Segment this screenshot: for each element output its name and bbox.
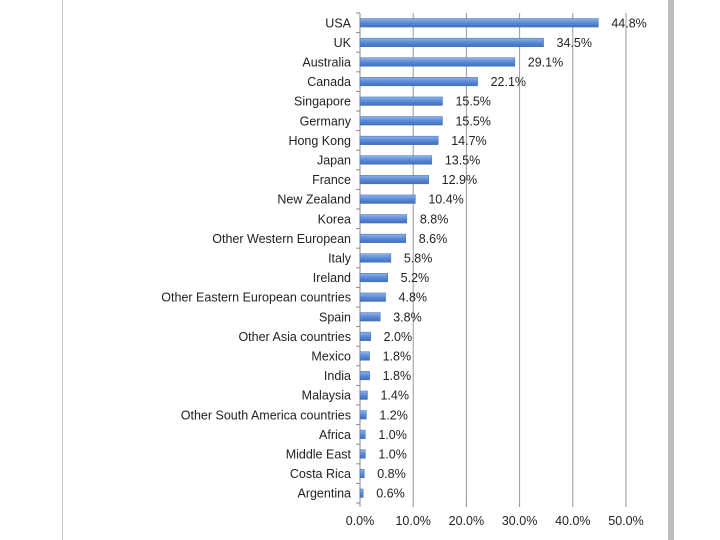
bar <box>359 292 386 302</box>
category-label: Italy <box>328 252 352 266</box>
value-label: 0.6% <box>376 487 405 501</box>
bars <box>359 18 599 498</box>
category-label: Korea <box>318 212 351 226</box>
bar <box>359 194 416 204</box>
value-label: 13.5% <box>445 154 480 168</box>
bar <box>359 429 366 439</box>
category-label: Ireland <box>313 271 351 285</box>
value-label: 12.9% <box>442 173 477 187</box>
bar <box>359 37 544 47</box>
category-label: Mexico <box>311 350 351 364</box>
category-label: Costa Rica <box>290 467 351 481</box>
bar <box>359 57 516 67</box>
bar <box>359 410 367 420</box>
value-label: 1.0% <box>378 428 407 442</box>
value-label: 1.8% <box>383 369 412 383</box>
category-label: Argentina <box>297 487 351 501</box>
labels: 0.0% 10.0% 20.0% 30.0% 40.0% 50.0% USA 44.8% UK 3… <box>161 16 646 528</box>
category-label: Other Western European <box>212 232 351 246</box>
category-label: Africa <box>319 428 351 442</box>
bar <box>359 96 443 106</box>
value-label: 4.8% <box>399 291 428 305</box>
bar <box>359 18 599 28</box>
category-label: Japan <box>317 154 351 168</box>
value-label: 15.5% <box>455 95 490 109</box>
bar <box>359 116 443 126</box>
category-label: Germany <box>300 114 352 128</box>
category-label: Other Eastern European countries <box>161 291 351 305</box>
value-label: 2.0% <box>384 330 413 344</box>
category-label: USA <box>325 16 351 30</box>
bar <box>359 135 439 145</box>
bar <box>359 390 368 400</box>
gridlines <box>356 12 627 507</box>
chart-frame: 0.0% 10.0% 20.0% 30.0% 40.0% 50.0% USA 44.8% UK 3… <box>62 0 674 540</box>
bar-chart: 0.0% 10.0% 20.0% 30.0% 40.0% 50.0% USA 44.8% UK 3… <box>161 12 647 528</box>
bar <box>359 331 371 341</box>
value-label: 22.1% <box>491 75 526 89</box>
value-label: 0.8% <box>377 467 406 481</box>
bar <box>359 488 364 498</box>
x-tick-label: 40.0% <box>555 514 590 528</box>
bar <box>359 233 407 243</box>
bar <box>359 449 366 459</box>
value-label: 10.4% <box>428 193 463 207</box>
bar <box>359 77 478 87</box>
value-label: 1.8% <box>383 350 412 364</box>
category-label: Canada <box>307 75 351 89</box>
bar <box>359 214 408 224</box>
bar <box>359 273 388 283</box>
bar <box>359 371 370 381</box>
category-label: Other South America countries <box>181 408 351 422</box>
value-label: 34.5% <box>557 36 592 50</box>
category-label: France <box>312 173 351 187</box>
category-label: Australia <box>302 56 351 70</box>
value-label: 5.2% <box>401 271 430 285</box>
category-label: Other Asia countries <box>238 330 351 344</box>
x-tick-label: 30.0% <box>502 514 537 528</box>
category-label: Singapore <box>294 95 351 109</box>
bar <box>359 253 392 263</box>
value-label: 14.7% <box>451 134 486 148</box>
category-label: India <box>324 369 351 383</box>
value-label: 8.6% <box>419 232 448 246</box>
category-label: Hong Kong <box>288 134 351 148</box>
x-tick-label: 20.0% <box>449 514 484 528</box>
x-tick-label: 10.0% <box>395 514 430 528</box>
value-label: 8.8% <box>420 212 449 226</box>
value-label: 15.5% <box>455 114 490 128</box>
category-label: New Zealand <box>277 193 351 207</box>
bar <box>359 155 433 165</box>
value-label: 3.8% <box>393 310 422 324</box>
value-label: 5.8% <box>404 252 433 266</box>
category-label: Malaysia <box>302 389 351 403</box>
value-label: 44.8% <box>611 16 646 30</box>
category-label: Middle East <box>286 448 352 462</box>
x-tick-label: 50.0% <box>608 514 643 528</box>
x-tick-label: 0.0% <box>346 514 375 528</box>
bar <box>359 312 381 322</box>
value-label: 29.1% <box>528 56 563 70</box>
category-label: UK <box>334 36 352 50</box>
value-label: 1.4% <box>380 389 409 403</box>
bar <box>359 469 365 479</box>
category-label: Spain <box>319 310 351 324</box>
value-label: 1.0% <box>378 448 407 462</box>
value-label: 1.2% <box>379 408 408 422</box>
bar <box>359 175 429 185</box>
bar <box>359 351 370 361</box>
